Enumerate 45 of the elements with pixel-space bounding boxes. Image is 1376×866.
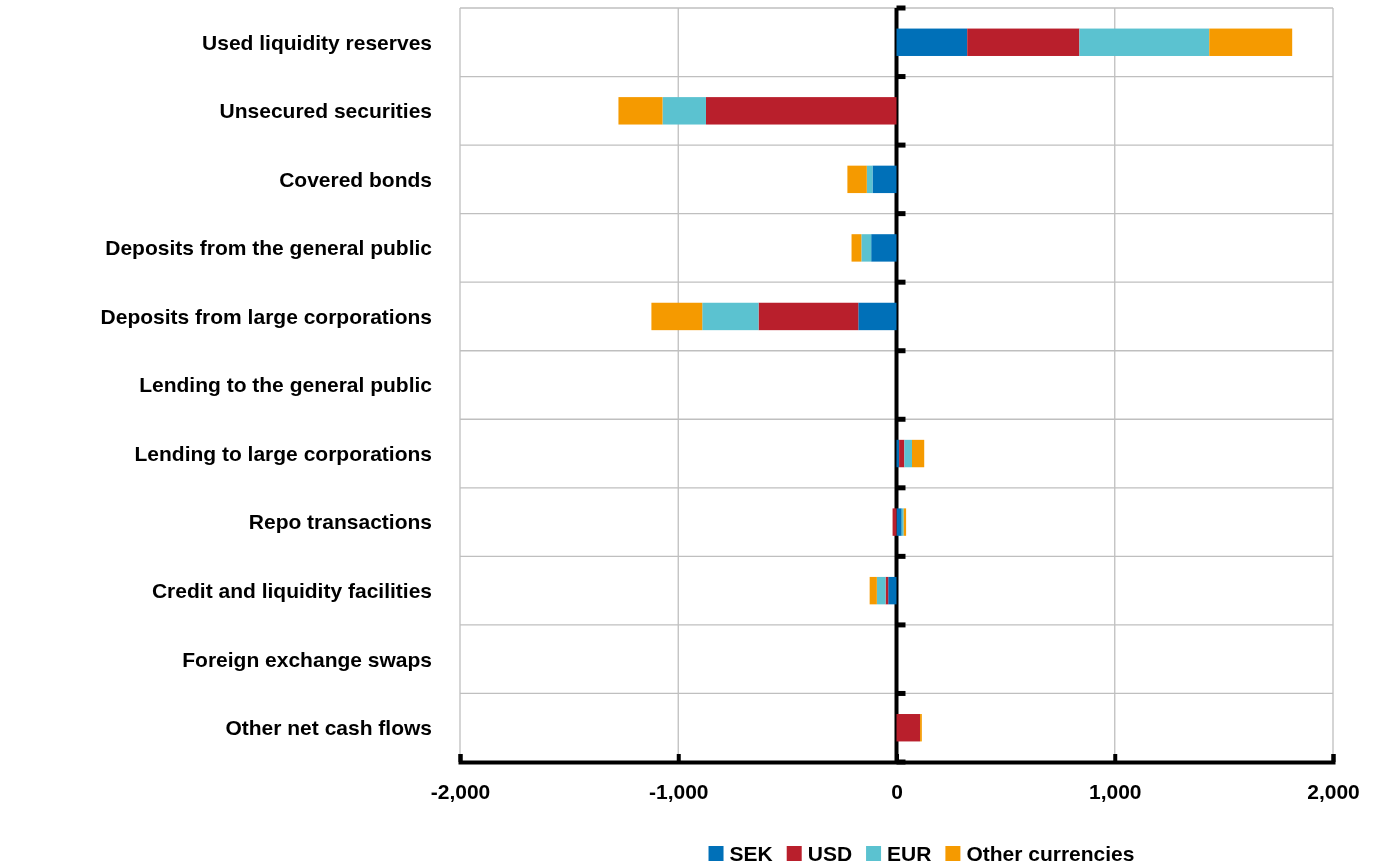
bar: [618, 97, 663, 125]
y-tick-label: Repo transactions: [248, 510, 432, 534]
y-tick-label: Lending to large corporations: [134, 441, 432, 465]
legend-label: SEK: [729, 842, 773, 866]
legend-label: Other currencies: [966, 842, 1135, 866]
legend-label: USD: [807, 842, 853, 866]
bar: [872, 165, 897, 194]
bar: [896, 508, 902, 536]
y-tick-label: Deposits from large corporations: [100, 304, 432, 328]
bar: [904, 439, 912, 468]
x-tick-label: -1,000: [648, 779, 709, 803]
y-tick-label: Used liquidity reserves: [202, 30, 432, 54]
bar: [1079, 28, 1210, 56]
y-tick-label: Other net cash flows: [225, 716, 432, 740]
bar: [662, 97, 706, 125]
y-tick-label: Credit and liquidity facilities: [151, 578, 432, 602]
bar: [896, 714, 921, 742]
x-tick-label: 1,000: [1088, 779, 1142, 803]
bar: [651, 302, 703, 331]
x-tick-label: 0: [891, 779, 903, 803]
y-tick-label: Foreign exchange swaps: [182, 647, 432, 671]
bar: [858, 302, 897, 331]
y-tick-label: Deposits from the general public: [105, 236, 433, 260]
bar: [967, 28, 1080, 56]
bar: [861, 234, 872, 262]
y-tick-label: Lending to the general public: [139, 373, 433, 397]
bar: [892, 508, 897, 536]
bar: [851, 234, 862, 262]
bar: [869, 576, 877, 605]
bar: [876, 576, 886, 605]
bar: [888, 576, 897, 605]
y-tick-label: Covered bonds: [279, 167, 432, 191]
bar: [912, 439, 925, 468]
bar: [896, 28, 968, 56]
x-tick-label: -2,000: [430, 779, 491, 803]
bar: [702, 302, 759, 331]
y-tick-label: Unsecured securities: [219, 99, 432, 123]
bar: [871, 234, 897, 262]
bar: [705, 97, 897, 125]
x-tick-label: 2,000: [1307, 779, 1360, 803]
bar: [1209, 28, 1293, 56]
legend-label: EUR: [887, 842, 932, 866]
bar: [899, 439, 905, 468]
bar: [758, 302, 859, 331]
bar: [847, 165, 867, 194]
